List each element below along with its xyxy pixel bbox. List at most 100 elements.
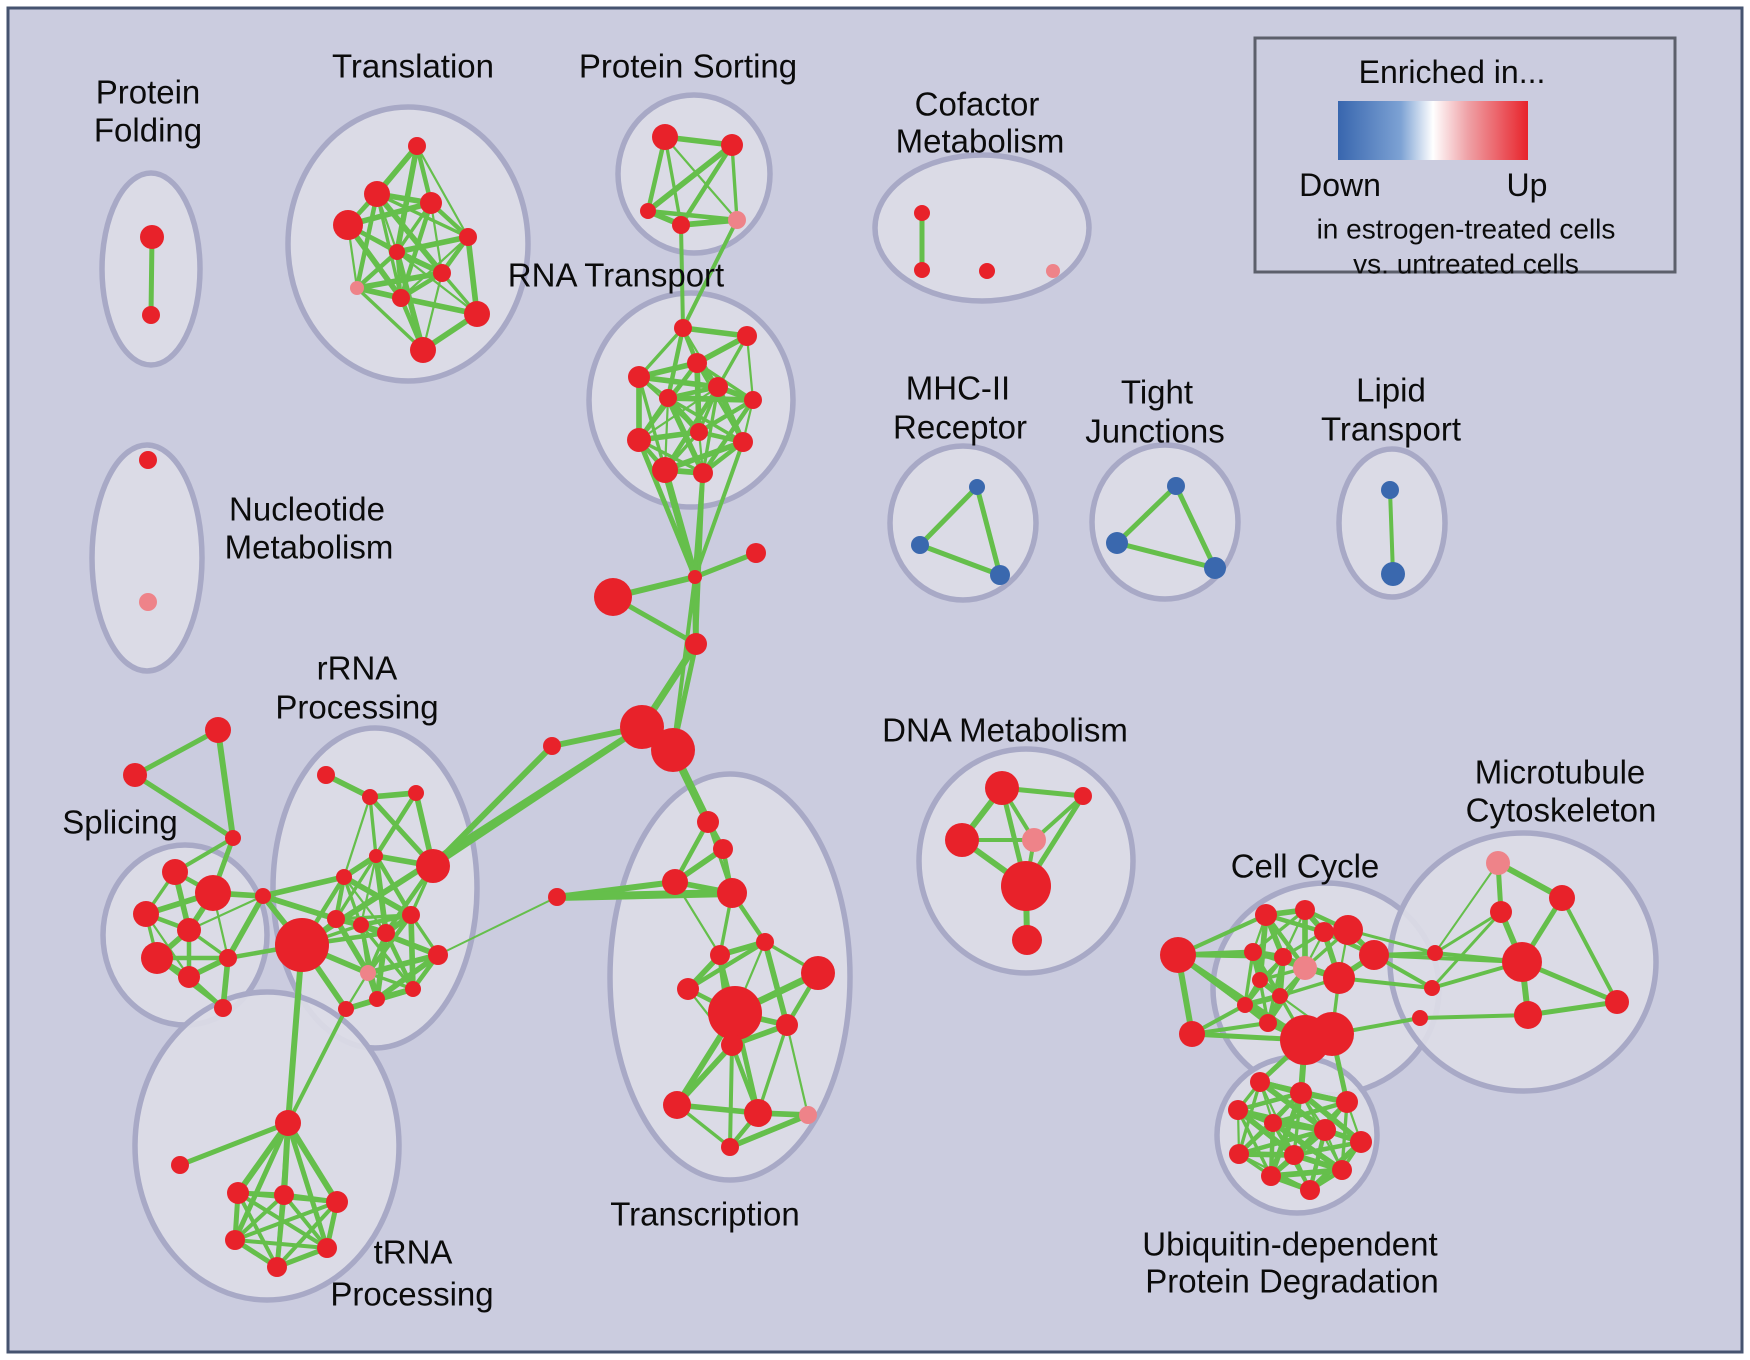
gene-set-node [1160,937,1196,973]
ub-cluster-label: Ubiquitin-dependent [1142,1226,1437,1263]
network-edge [662,439,746,473]
gene-set-node [1427,945,1443,961]
legend-text: in estrogen-treated cells [1317,214,1616,245]
gene-set-node [353,917,369,933]
network-edge [274,1192,287,1270]
network-edge [365,912,414,976]
network-edge [974,484,1003,578]
network-edge [663,135,683,227]
gene-set-node [205,717,231,743]
legend-text: Enriched in... [1359,54,1546,90]
gene-set-node [274,1185,294,1205]
gene-set-node [1295,900,1315,920]
network-edge [1560,896,1619,1004]
network-edge [1418,1013,1530,1020]
gene-set-node [408,785,424,801]
enrichment-gradient-bar [1338,101,1528,160]
cf-cluster-ellipse [872,152,1092,304]
network-edge [762,939,790,1028]
gene-set-node [672,216,690,234]
network-edge [1251,908,1307,954]
network-edge [1434,862,1499,954]
gene-set-node [1350,1131,1372,1153]
network-edge [645,142,735,214]
gene-set-node [1259,1014,1277,1032]
gene-set-node [459,228,477,246]
network-edge [132,772,236,841]
gene-set-node [133,901,159,927]
tn-cluster-ellipse [132,989,402,1303]
network-edge [636,374,721,390]
gene-set-node [543,737,561,755]
gene-set-node [914,205,930,221]
gene-set-node [416,849,450,883]
gene-set-node [979,263,995,279]
network-edge [282,1193,329,1250]
gene-set-node [687,353,707,373]
gene-set-node [219,949,237,967]
network-edge [354,270,445,291]
network-edge [685,939,768,992]
gene-set-node [464,301,490,327]
network-edge [260,874,347,899]
gene-set-node [1549,885,1575,911]
tj-cluster-label: Junctions [1085,413,1224,450]
gene-set-node [275,918,329,972]
gene-set-node [1490,901,1512,923]
tl-cluster-label: Translation [332,48,494,85]
network-edge [235,1120,291,1196]
network-edge [275,1200,339,1269]
network-edge [395,250,479,316]
network-edge [421,271,444,352]
pf-cluster-label: Protein [96,74,201,111]
gene-set-node [728,211,746,229]
nm-cluster-label: Metabolism [225,529,394,566]
network-edge [1173,483,1218,571]
network-edge [693,440,745,579]
gene-set-node [1237,997,1253,1013]
gene-set-node [652,457,678,483]
network-edge [1114,483,1179,546]
gene-set-node [392,289,410,307]
network-edge [1257,1079,1328,1133]
gene-set-node [420,192,442,214]
network-edge [354,249,400,291]
gene-set-node [620,705,664,749]
gene-set-node [178,966,200,988]
gene-set-node [1336,1091,1358,1113]
gene-set-node [744,391,762,409]
gene-set-node [317,766,335,784]
gene-set-node [990,565,1010,585]
network-edge [696,397,756,435]
gene-set-node [1293,956,1317,980]
gene-set-node [969,479,985,495]
gene-set-node [225,830,241,846]
gene-set-node [1022,828,1046,852]
gene-set-node [1310,1012,1354,1056]
network-edge [415,144,470,239]
gene-set-node [1290,1082,1312,1104]
gene-set-node [1001,861,1051,911]
gene-set-node [717,878,747,908]
gene-set-node [737,326,757,346]
gene-set-node [177,918,201,942]
tn-cluster-label: Processing [330,1276,493,1313]
network-edge [365,952,441,976]
ub-cluster-label: Protein Degradation [1145,1263,1439,1300]
gene-set-node [1284,1145,1304,1165]
network-edge [728,1043,734,1149]
gene-set-node [985,771,1019,805]
legend-text: Down [1299,167,1381,203]
gene-set-node [360,965,376,981]
nm-cluster-ellipse [89,442,205,674]
network-edge [785,1023,810,1117]
gene-set-node [1204,557,1226,579]
gene-set-node [628,366,650,388]
network-edge [745,334,755,402]
gene-set-node [685,633,707,655]
network-edge [225,893,266,961]
mt-cluster-label: Microtubule [1475,754,1646,791]
network-edge [408,912,416,992]
network-edge [1433,910,1503,955]
network-edge [553,889,736,901]
